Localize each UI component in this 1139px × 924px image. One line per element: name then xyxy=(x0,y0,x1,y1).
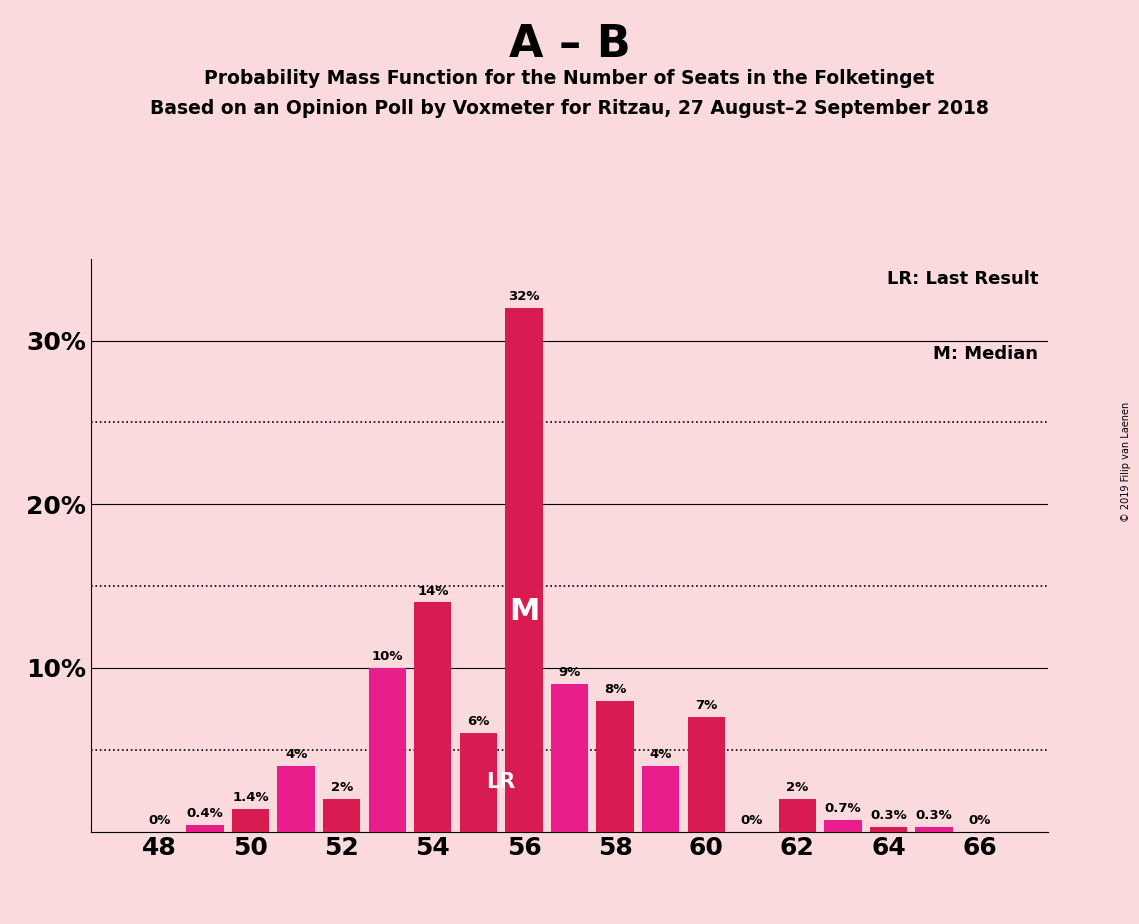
Text: 7%: 7% xyxy=(695,699,718,712)
Text: 0.3%: 0.3% xyxy=(916,808,952,821)
Bar xyxy=(551,685,588,832)
Bar xyxy=(278,766,314,832)
Text: Probability Mass Function for the Number of Seats in the Folketinget: Probability Mass Function for the Number… xyxy=(204,69,935,89)
Bar xyxy=(688,717,724,832)
Bar xyxy=(779,799,816,832)
Text: M: Median: M: Median xyxy=(933,345,1039,362)
Text: 4%: 4% xyxy=(285,748,308,761)
Text: 32%: 32% xyxy=(508,290,540,303)
Text: 0.3%: 0.3% xyxy=(870,808,907,821)
Bar xyxy=(825,821,861,832)
Text: M: M xyxy=(509,597,539,626)
Bar xyxy=(415,602,451,832)
Text: LR: LR xyxy=(486,772,516,793)
Bar xyxy=(323,799,360,832)
Text: LR: Last Result: LR: Last Result xyxy=(887,270,1039,288)
Text: 0%: 0% xyxy=(148,814,171,827)
Text: 0%: 0% xyxy=(968,814,991,827)
Bar xyxy=(232,808,269,832)
Text: 1.4%: 1.4% xyxy=(232,791,269,804)
Bar xyxy=(369,668,405,832)
Text: 10%: 10% xyxy=(371,650,403,663)
Text: 2%: 2% xyxy=(786,781,809,794)
Text: 0.4%: 0.4% xyxy=(187,808,223,821)
Text: 0.7%: 0.7% xyxy=(825,802,861,815)
Text: 4%: 4% xyxy=(649,748,672,761)
Bar xyxy=(506,308,542,832)
Text: 14%: 14% xyxy=(417,585,449,598)
Text: 8%: 8% xyxy=(604,683,626,696)
Bar xyxy=(870,827,907,832)
Text: 9%: 9% xyxy=(558,666,581,679)
Bar xyxy=(642,766,679,832)
Text: Based on an Opinion Poll by Voxmeter for Ritzau, 27 August–2 September 2018: Based on an Opinion Poll by Voxmeter for… xyxy=(150,99,989,118)
Text: A – B: A – B xyxy=(509,23,630,67)
Bar xyxy=(187,825,223,832)
Text: 0%: 0% xyxy=(740,814,763,827)
Text: © 2019 Filip van Laenen: © 2019 Filip van Laenen xyxy=(1121,402,1131,522)
Text: 6%: 6% xyxy=(467,715,490,728)
Bar xyxy=(597,700,633,832)
Text: 2%: 2% xyxy=(330,781,353,794)
Bar xyxy=(916,827,952,832)
Bar xyxy=(460,734,497,832)
